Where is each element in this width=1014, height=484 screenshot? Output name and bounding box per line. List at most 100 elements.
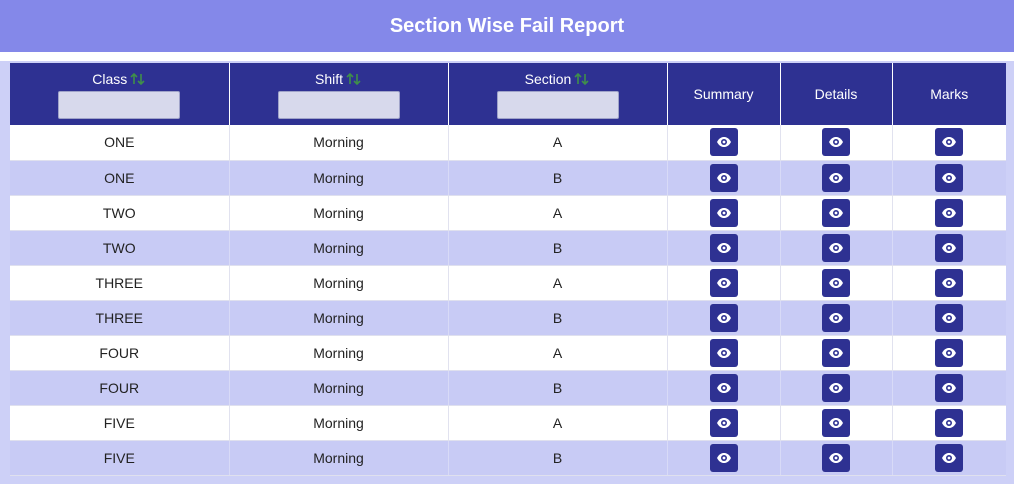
- cell-class: THREE: [10, 265, 230, 301]
- marks-view-button[interactable]: [935, 408, 964, 437]
- cell-marks: [892, 230, 1006, 266]
- cell-section: B: [448, 440, 668, 476]
- sort-icon[interactable]: [346, 73, 362, 85]
- column-label-class[interactable]: Class: [92, 71, 128, 87]
- marks-view-button[interactable]: [935, 303, 964, 332]
- summary-view-button[interactable]: [709, 443, 738, 472]
- summary-view-button[interactable]: [709, 198, 738, 227]
- cell-details: [780, 230, 893, 266]
- eye-icon: [828, 382, 844, 394]
- column-label-section[interactable]: Section: [524, 71, 572, 87]
- cell-class: TWO: [10, 195, 230, 231]
- marks-view-button[interactable]: [935, 233, 964, 262]
- cell-marks: [892, 125, 1006, 161]
- marks-view-button[interactable]: [935, 443, 964, 472]
- cell-details: [780, 160, 893, 196]
- column-header-marks: Marks: [892, 63, 1006, 125]
- summary-view-button[interactable]: [709, 408, 738, 437]
- cell-shift: Morning: [229, 195, 449, 231]
- eye-icon: [716, 277, 732, 289]
- cell-class: TWO: [10, 230, 230, 266]
- eye-icon: [716, 242, 732, 254]
- details-view-button[interactable]: [822, 408, 850, 437]
- details-view-button[interactable]: [822, 163, 850, 192]
- cell-shift: Morning: [229, 265, 449, 301]
- eye-icon: [941, 242, 957, 254]
- eye-icon: [828, 452, 844, 464]
- cell-marks: [892, 300, 1006, 336]
- details-view-button[interactable]: [822, 338, 850, 367]
- eye-icon: [941, 312, 957, 324]
- cell-shift: Morning: [229, 440, 449, 476]
- cell-class: ONE: [10, 125, 230, 161]
- cell-marks: [892, 335, 1006, 371]
- marks-view-button[interactable]: [935, 373, 964, 402]
- cell-details: [780, 335, 893, 371]
- cell-marks: [892, 195, 1006, 231]
- details-view-button[interactable]: [822, 303, 850, 332]
- table-row: FOUR Morning A: [10, 335, 1006, 371]
- eye-icon: [716, 417, 732, 429]
- cell-summary: [667, 160, 781, 196]
- table-row: THREE Morning B: [10, 300, 1006, 336]
- table-row: THREE Morning A: [10, 265, 1006, 301]
- cell-class: THREE: [10, 300, 230, 336]
- summary-view-button[interactable]: [709, 233, 738, 262]
- cell-class: FOUR: [10, 370, 230, 406]
- sort-icon[interactable]: [130, 73, 146, 85]
- report-table: Class Shift: [10, 63, 1006, 476]
- eye-icon: [941, 347, 957, 359]
- cell-shift: Morning: [229, 160, 449, 196]
- cell-shift: Morning: [229, 230, 449, 266]
- marks-view-button[interactable]: [935, 128, 964, 157]
- eye-icon: [716, 172, 732, 184]
- summary-view-button[interactable]: [709, 268, 738, 297]
- details-view-button[interactable]: [822, 443, 850, 472]
- summary-view-button[interactable]: [709, 338, 738, 367]
- summary-view-button[interactable]: [709, 373, 738, 402]
- details-view-button[interactable]: [822, 233, 850, 262]
- marks-view-button[interactable]: [935, 198, 964, 227]
- column-header-details: Details: [780, 63, 893, 125]
- details-view-button[interactable]: [822, 198, 850, 227]
- column-label-shift[interactable]: Shift: [314, 71, 343, 87]
- eye-icon: [941, 136, 957, 148]
- shift-filter-input[interactable]: [277, 91, 400, 119]
- eye-icon: [716, 452, 732, 464]
- cell-section: B: [448, 300, 668, 336]
- cell-section: A: [448, 125, 668, 161]
- section-filter-input[interactable]: [496, 91, 619, 119]
- class-filter-input[interactable]: [58, 91, 181, 119]
- column-header-class: Class: [10, 63, 230, 125]
- cell-details: [780, 125, 893, 161]
- details-view-button[interactable]: [822, 128, 850, 157]
- cell-section: B: [448, 370, 668, 406]
- table-row: FOUR Morning B: [10, 370, 1006, 406]
- cell-class: ONE: [10, 160, 230, 196]
- cell-details: [780, 405, 893, 441]
- cell-summary: [667, 335, 781, 371]
- summary-view-button[interactable]: [709, 128, 738, 157]
- page-title: Section Wise Fail Report: [0, 0, 1014, 52]
- eye-icon: [828, 136, 844, 148]
- details-view-button[interactable]: [822, 268, 850, 297]
- table-header-row: Class Shift: [10, 63, 1006, 125]
- summary-view-button[interactable]: [709, 163, 738, 192]
- cell-section: B: [448, 160, 668, 196]
- eye-icon: [828, 207, 844, 219]
- eye-icon: [828, 347, 844, 359]
- marks-view-button[interactable]: [935, 163, 964, 192]
- marks-view-button[interactable]: [935, 268, 964, 297]
- cell-summary: [667, 300, 781, 336]
- cell-section: A: [448, 335, 668, 371]
- summary-view-button[interactable]: [709, 303, 738, 332]
- table-row: ONE Morning A: [10, 125, 1006, 161]
- eye-icon: [828, 172, 844, 184]
- table-row: TWO Morning A: [10, 195, 1006, 231]
- cell-shift: Morning: [229, 405, 449, 441]
- details-view-button[interactable]: [822, 373, 850, 402]
- cell-details: [780, 300, 893, 336]
- sort-icon[interactable]: [574, 73, 590, 85]
- eye-icon: [941, 172, 957, 184]
- marks-view-button[interactable]: [935, 338, 964, 367]
